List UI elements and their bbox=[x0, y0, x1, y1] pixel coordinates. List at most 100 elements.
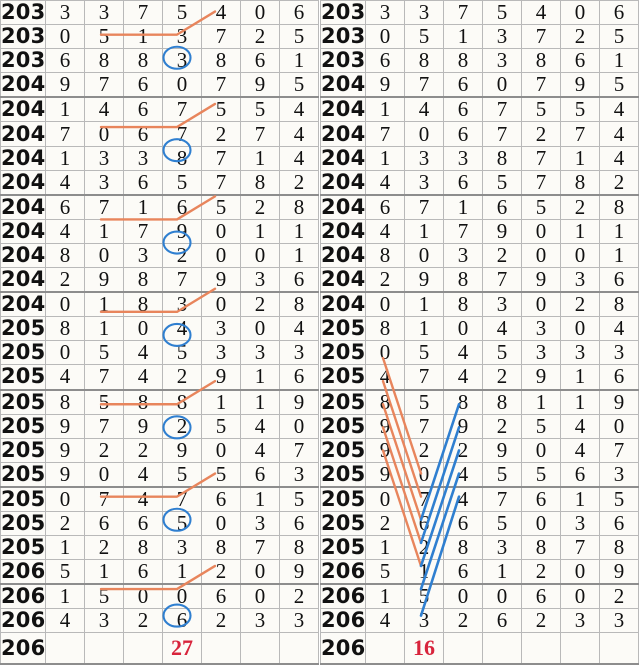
digit-cell: 4 bbox=[560, 413, 600, 439]
digit-cell: 3 bbox=[560, 340, 600, 366]
digit-cell: 7 bbox=[482, 267, 522, 293]
digit-cell: 1 bbox=[45, 535, 85, 561]
digit-cell: 5 bbox=[521, 461, 561, 488]
table-row: 2058 2 6 6 5 0 3 6 bbox=[320, 510, 639, 537]
table-row: 2051 0 5 4 5 3 3 3 bbox=[320, 340, 639, 366]
digit-cell: 1 bbox=[521, 388, 561, 415]
digit-cell: 4 bbox=[45, 364, 85, 390]
digit-cell: 5 bbox=[521, 193, 561, 220]
digit-cell: 3 bbox=[482, 291, 522, 318]
digit-cell: 0 bbox=[240, 583, 280, 610]
digit-cell: 6 bbox=[45, 48, 85, 74]
row-period-label: 2040 bbox=[0, 72, 61, 98]
digit-cell: 4 bbox=[365, 218, 405, 244]
digit-cell: 0 bbox=[560, 583, 600, 610]
digit-cell: 5 bbox=[521, 413, 561, 439]
digit-cell: 5 bbox=[404, 24, 444, 50]
digit-cell: 9 bbox=[162, 437, 202, 463]
digit-cell: 7 bbox=[365, 121, 405, 147]
digit-cell: 6 bbox=[599, 510, 639, 537]
digit-cell: 9 bbox=[279, 559, 319, 585]
row-period-label: 2049 bbox=[320, 291, 381, 318]
digit-cell: 1 bbox=[560, 364, 600, 390]
digit-cell: 2 bbox=[560, 193, 600, 220]
digit-cell: 6 bbox=[443, 121, 483, 147]
digit-cell: 1 bbox=[240, 364, 280, 390]
digit-cell: 0 bbox=[201, 218, 241, 244]
digit-cell: 8 bbox=[365, 242, 405, 269]
row-period-label: 2054 bbox=[0, 413, 61, 439]
digit-cell: 6 bbox=[404, 510, 444, 537]
row-period-label: 2043 bbox=[320, 145, 381, 171]
digit-cell: 9 bbox=[365, 72, 405, 98]
digit-cell: 9 bbox=[84, 267, 124, 293]
digit-cell: 6 bbox=[201, 583, 241, 610]
digit-cell: 0 bbox=[45, 291, 85, 318]
digit-cell: 8 bbox=[123, 535, 163, 561]
digit-cell: 1 bbox=[279, 218, 319, 244]
digit-cell: 0 bbox=[560, 0, 600, 26]
digit-cell: 5 bbox=[84, 388, 124, 415]
digit-cell: 7 bbox=[84, 413, 124, 439]
digit-cell: 5 bbox=[599, 72, 639, 98]
row-period-label: 2042 bbox=[320, 121, 381, 147]
table-row: 2053 8 5 8 8 1 1 9 bbox=[320, 388, 639, 415]
digit-cell: 1 bbox=[365, 535, 405, 561]
table-row: 2045 6 7 1 6 5 2 8 bbox=[320, 193, 639, 220]
row-period-label: 2050 bbox=[0, 316, 61, 342]
digit-cell: 8 bbox=[162, 145, 202, 171]
digit-cell: 7 bbox=[162, 121, 202, 147]
table-row: 2044 4 3 6 5 7 8 2 bbox=[0, 169, 319, 196]
digit-cell: 7 bbox=[404, 413, 444, 439]
digit-cell: 3 bbox=[240, 608, 280, 634]
digit-cell: 4 bbox=[279, 145, 319, 171]
digit-cell: 0 bbox=[201, 291, 241, 318]
digit-cell: 3 bbox=[404, 608, 444, 634]
digit-cell: 6 bbox=[599, 0, 639, 26]
digit-cell: 9 bbox=[45, 461, 85, 488]
digit-cell: 5 bbox=[84, 583, 124, 610]
table-row: 2039 6 8 8 3 8 6 1 bbox=[320, 48, 639, 74]
digit-cell: 3 bbox=[123, 242, 163, 269]
row-period-label: 2056 bbox=[320, 461, 381, 488]
digit-cell: 4 bbox=[123, 340, 163, 366]
digit-cell: 5 bbox=[162, 510, 202, 537]
row-period-label: 2057 bbox=[320, 485, 381, 512]
digit-cell: 3 bbox=[599, 461, 639, 488]
digit-cell: 2 bbox=[240, 24, 280, 50]
digit-cell: 2 bbox=[365, 510, 405, 537]
digit-cell: 7 bbox=[123, 218, 163, 244]
digit-cell: 0 bbox=[365, 340, 405, 366]
digit-cell: 5 bbox=[279, 24, 319, 50]
digit-cell: 5 bbox=[45, 559, 85, 585]
row-period-label: 2039 bbox=[0, 48, 61, 74]
digit-cell: 5 bbox=[482, 0, 522, 26]
digit-cell bbox=[45, 632, 85, 665]
table-row: 2046 4 1 7 9 0 1 1 bbox=[320, 218, 639, 244]
digit-cell: 2 bbox=[404, 535, 444, 561]
digit-cell: 7 bbox=[162, 267, 202, 293]
digit-cell: 3 bbox=[404, 0, 444, 26]
digit-cell: 3 bbox=[482, 24, 522, 50]
digit-cell: 1 bbox=[45, 583, 85, 610]
digit-cell: 1 bbox=[201, 388, 241, 415]
digit-cell: 9 bbox=[599, 388, 639, 415]
digit-cell: 6 bbox=[123, 72, 163, 98]
digit-cell: 2 bbox=[162, 413, 202, 439]
digit-cell: 1 bbox=[560, 145, 600, 171]
digit-cell: 0 bbox=[443, 316, 483, 342]
digit-cell: 3 bbox=[279, 340, 319, 366]
digit-cell: 4 bbox=[599, 96, 639, 123]
digit-cell: 3 bbox=[560, 608, 600, 634]
digit-cell bbox=[240, 632, 280, 665]
row-period-label: 2060 bbox=[320, 559, 381, 585]
digit-cell: 6 bbox=[162, 193, 202, 220]
table-row: 2049 0 1 8 3 0 2 8 bbox=[0, 291, 319, 318]
digit-cell: 3 bbox=[162, 24, 202, 50]
left-chart-panel: 2037 3 3 7 5 4 0 6 2038 0 5 1 3 7 2 5 2039 6 8 8 3 8 6 1 2040 9 7 6… bbox=[0, 0, 319, 665]
digit-cell: 0 bbox=[201, 437, 241, 463]
digit-cell: 0 bbox=[560, 242, 600, 269]
digit-cell: 7 bbox=[599, 437, 639, 463]
digit-cell bbox=[599, 632, 639, 665]
digit-cell: 3 bbox=[443, 242, 483, 269]
